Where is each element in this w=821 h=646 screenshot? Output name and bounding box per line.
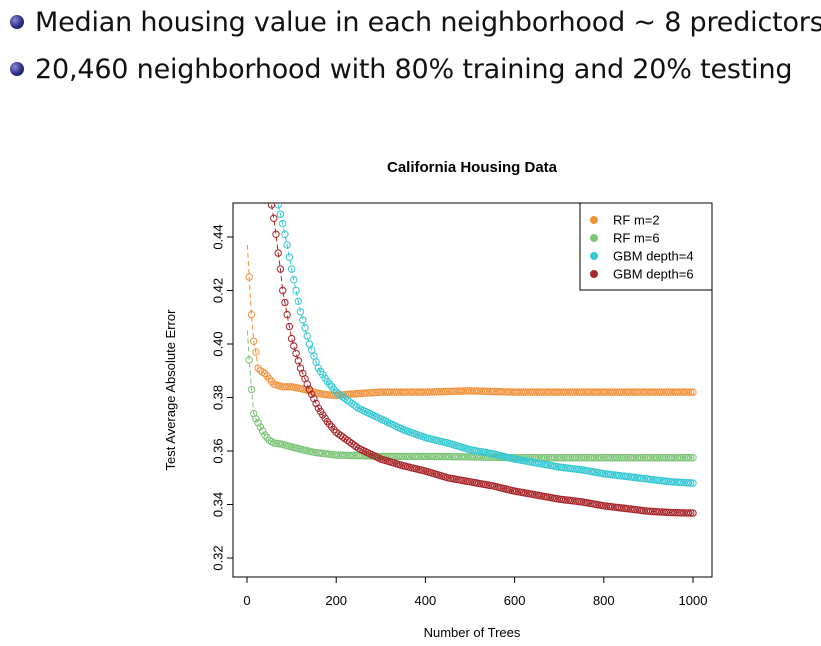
data-point bbox=[294, 357, 302, 365]
y-tick-label: 0.34 bbox=[210, 492, 225, 517]
series-line bbox=[277, 204, 694, 484]
data-point bbox=[687, 388, 695, 396]
data-point bbox=[684, 479, 693, 487]
bullet-text: 20,460 neighborhood with 80% training an… bbox=[35, 53, 793, 85]
legend-marker bbox=[590, 270, 598, 278]
y-tick-label: 0.44 bbox=[210, 224, 225, 249]
series-gbm-depth-4 bbox=[274, 203, 697, 487]
data-point bbox=[292, 286, 300, 295]
x-tick-label: 0 bbox=[243, 593, 250, 608]
legend-label: GBM depth=4 bbox=[613, 249, 694, 264]
y-tick-label: 0.42 bbox=[210, 278, 225, 303]
data-point bbox=[279, 219, 287, 228]
data-point bbox=[256, 423, 265, 431]
data-point bbox=[684, 454, 693, 462]
data-point bbox=[285, 253, 294, 261]
data-point bbox=[290, 342, 298, 350]
data-point bbox=[310, 395, 318, 403]
data-point bbox=[276, 265, 285, 273]
data-point bbox=[283, 241, 291, 249]
data-point bbox=[308, 346, 316, 354]
bullet-dot-icon bbox=[10, 15, 24, 29]
data-point bbox=[687, 479, 695, 487]
bullet-item: 20,460 neighborhood with 80% training an… bbox=[0, 49, 793, 89]
data-point bbox=[303, 332, 311, 340]
data-point bbox=[312, 399, 320, 408]
series-gbm-depth-6 bbox=[267, 203, 697, 517]
data-point bbox=[245, 356, 253, 364]
x-tick-label: 400 bbox=[415, 593, 437, 608]
plot-frame bbox=[232, 202, 713, 578]
data-point bbox=[283, 310, 291, 319]
y-tick-label: 0.32 bbox=[210, 545, 225, 570]
data-point bbox=[267, 203, 276, 209]
data-point bbox=[296, 308, 305, 316]
data-point bbox=[689, 454, 697, 462]
data-point bbox=[272, 230, 280, 239]
data-point bbox=[285, 322, 294, 331]
data-point bbox=[254, 419, 262, 427]
data-point bbox=[689, 479, 697, 487]
legend-marker bbox=[590, 252, 598, 260]
data-point bbox=[687, 509, 695, 517]
data-point bbox=[247, 385, 256, 394]
data-point bbox=[274, 249, 282, 257]
bullet-item: Median housing value in each neighborhoo… bbox=[0, 2, 821, 42]
legend-label: RF m=6 bbox=[613, 231, 660, 246]
data-point bbox=[294, 297, 302, 305]
legend-marker bbox=[590, 216, 598, 224]
series-layer bbox=[245, 203, 697, 517]
data-point bbox=[687, 454, 695, 462]
data-point bbox=[308, 390, 316, 398]
data-point bbox=[290, 276, 298, 284]
data-point bbox=[689, 509, 697, 517]
data-point bbox=[258, 427, 267, 435]
data-point bbox=[287, 265, 296, 273]
y-tick-label: 0.36 bbox=[210, 438, 225, 463]
series-rf-m-2 bbox=[245, 244, 697, 400]
data-point bbox=[252, 348, 260, 356]
data-point bbox=[689, 388, 697, 396]
x-tick-label: 800 bbox=[593, 593, 615, 608]
data-point bbox=[281, 298, 289, 307]
x-tick-label: 1000 bbox=[679, 593, 708, 608]
y-axis: 0.32 0.34 0.36 0.38 0.40 0.42 0.44 bbox=[210, 224, 233, 571]
data-point bbox=[252, 415, 260, 423]
series-line bbox=[246, 330, 693, 459]
data-point bbox=[276, 210, 285, 219]
legend-label: GBM depth=6 bbox=[613, 267, 694, 282]
legend-label: RF m=2 bbox=[613, 213, 660, 228]
bullet-text: Median housing value in each neighborhoo… bbox=[35, 6, 821, 38]
data-point bbox=[276, 440, 285, 448]
x-tick-label: 200 bbox=[325, 593, 347, 608]
data-point bbox=[301, 324, 309, 332]
x-tick-label: 600 bbox=[504, 593, 526, 608]
data-point bbox=[279, 286, 287, 295]
data-point bbox=[250, 337, 258, 345]
data-point bbox=[270, 214, 278, 223]
y-tick-label: 0.40 bbox=[210, 331, 225, 356]
data-point bbox=[305, 385, 314, 394]
data-point bbox=[247, 310, 256, 319]
bullet-dot-icon bbox=[10, 62, 24, 76]
chart-title: California Housing Data bbox=[387, 159, 558, 176]
legend-marker bbox=[590, 234, 598, 242]
data-point bbox=[299, 316, 307, 324]
data-point bbox=[287, 334, 296, 343]
y-axis-label: Test Average Absolute Error bbox=[163, 309, 178, 471]
legend-box bbox=[579, 202, 713, 291]
data-point bbox=[292, 349, 300, 358]
x-axis-label: Number of Trees bbox=[424, 625, 521, 640]
data-point bbox=[684, 509, 693, 517]
x-axis: 0 200 400 600 800 1000 bbox=[243, 577, 707, 608]
data-point bbox=[684, 388, 693, 396]
y-tick-label: 0.38 bbox=[210, 385, 225, 410]
series-line bbox=[246, 244, 693, 396]
data-point bbox=[245, 273, 253, 281]
legend: RF m=2 RF m=6 GBM depth=4 GBM depth=6 bbox=[579, 202, 713, 291]
data-point bbox=[281, 230, 289, 239]
data-point bbox=[261, 431, 269, 439]
data-point bbox=[305, 340, 314, 348]
